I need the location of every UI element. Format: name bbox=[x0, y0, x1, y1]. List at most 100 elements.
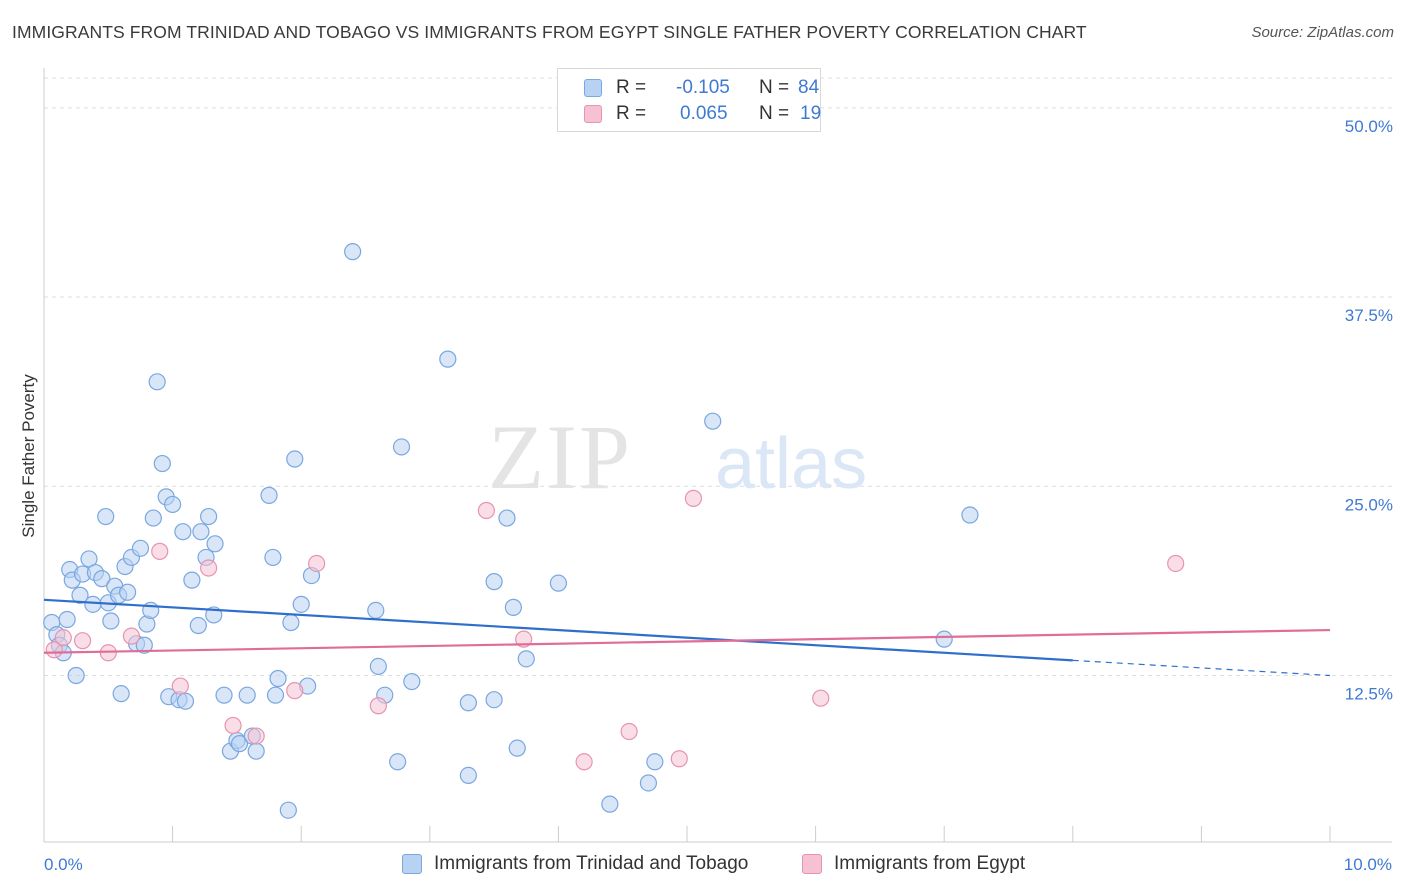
data-point bbox=[498, 509, 516, 527]
stats-swatch-blue bbox=[584, 79, 602, 97]
data-point bbox=[230, 735, 249, 753]
grid bbox=[44, 77, 1392, 676]
axes bbox=[43, 68, 1392, 843]
x-tick-label: 10.0% bbox=[1344, 855, 1392, 874]
data-point bbox=[575, 753, 593, 771]
data-point bbox=[286, 682, 304, 700]
trend-line-extension bbox=[1072, 659, 1331, 677]
data-point bbox=[84, 595, 102, 613]
data-point bbox=[812, 689, 830, 707]
x-tick-label: 0.0% bbox=[44, 855, 83, 874]
data-point bbox=[389, 753, 407, 771]
source-credit: Source: ZipAtlas.com bbox=[1251, 24, 1394, 41]
data-point bbox=[238, 686, 256, 704]
data-point bbox=[266, 686, 285, 704]
r-label: R = bbox=[616, 103, 647, 124]
data-point bbox=[477, 501, 495, 520]
data-point bbox=[369, 697, 387, 715]
r-value: -0.105 bbox=[676, 77, 730, 98]
chart-title: IMMIGRANTS FROM TRINIDAD AND TOBAGO VS I… bbox=[12, 22, 1087, 42]
stats-row-egypt: R = 0.065 N = 19 bbox=[584, 101, 821, 127]
trend-line bbox=[43, 628, 1331, 654]
n-value: 84 bbox=[798, 77, 820, 98]
data-point bbox=[439, 350, 457, 368]
data-point bbox=[206, 535, 224, 553]
data-point bbox=[670, 750, 688, 768]
data-point bbox=[961, 506, 979, 524]
data-point bbox=[189, 616, 207, 635]
y-tick-label: 37.5% bbox=[1345, 306, 1393, 325]
data-point bbox=[392, 438, 411, 456]
data-point bbox=[601, 795, 619, 813]
y-tick-label: 50.0% bbox=[1345, 117, 1393, 136]
data-point bbox=[344, 243, 362, 261]
stats-row-trinidad: R = -0.105 N = 84 bbox=[584, 75, 819, 101]
y-tick-label: 12.5% bbox=[1345, 684, 1393, 703]
y-axis-label: Single Father Poverty bbox=[19, 374, 38, 538]
data-point bbox=[200, 559, 218, 577]
data-point bbox=[112, 685, 130, 703]
data-point bbox=[148, 373, 166, 391]
legend-swatch-pink bbox=[802, 854, 822, 874]
watermark-zip: ZIP bbox=[488, 406, 632, 508]
data-point bbox=[153, 454, 171, 473]
data-point bbox=[215, 686, 233, 704]
data-point bbox=[131, 539, 150, 557]
data-point bbox=[935, 630, 953, 648]
data-point bbox=[67, 666, 85, 685]
stats-swatch-pink bbox=[584, 105, 602, 123]
data-point bbox=[174, 523, 192, 541]
legend-label: Immigrants from Egypt bbox=[834, 853, 1026, 874]
n-label: N = bbox=[759, 103, 790, 124]
data-point bbox=[403, 672, 421, 691]
data-point bbox=[183, 571, 201, 589]
data-point bbox=[504, 598, 522, 616]
data-point bbox=[200, 507, 218, 526]
data-point bbox=[485, 573, 503, 591]
data-point bbox=[292, 595, 310, 613]
data-point bbox=[247, 727, 265, 745]
data-point bbox=[73, 632, 92, 650]
data-point bbox=[508, 739, 526, 757]
data-point bbox=[269, 669, 287, 688]
data-point bbox=[151, 542, 169, 560]
data-point bbox=[135, 636, 153, 654]
data-point bbox=[247, 742, 265, 760]
data-point bbox=[367, 601, 385, 620]
legend-label: Immigrants from Trinidad and Tobago bbox=[434, 853, 749, 874]
data-point bbox=[639, 774, 658, 792]
data-point bbox=[549, 574, 568, 592]
data-point bbox=[620, 722, 638, 741]
correlation-stats-box: R = -0.105 N = 84 R = 0.065 N = 19 bbox=[557, 68, 821, 132]
data-point bbox=[286, 450, 304, 468]
data-point bbox=[97, 507, 115, 526]
data-point bbox=[122, 627, 141, 645]
data-point bbox=[58, 610, 76, 629]
axis-labels: Single Father Poverty 12.5% 25.0% 37.5% 50.… bbox=[19, 117, 1393, 874]
data-point bbox=[71, 586, 89, 604]
data-point bbox=[1167, 554, 1185, 573]
data-point bbox=[260, 486, 278, 504]
watermark-atlas: atlas bbox=[715, 424, 867, 504]
data-point bbox=[102, 612, 120, 630]
data-point bbox=[164, 495, 182, 514]
data-point bbox=[684, 489, 703, 507]
data-point bbox=[93, 570, 111, 588]
trend-lines bbox=[43, 598, 1331, 677]
data-point bbox=[459, 766, 477, 784]
data-point bbox=[282, 613, 300, 632]
data-point bbox=[485, 691, 503, 709]
data-point bbox=[369, 657, 387, 676]
r-label: R = bbox=[616, 77, 647, 98]
data-point bbox=[264, 548, 282, 567]
legend-swatch-blue bbox=[402, 854, 422, 874]
trend-line bbox=[43, 598, 1073, 662]
data-point bbox=[279, 801, 297, 819]
data-point bbox=[704, 412, 722, 430]
data-point bbox=[308, 554, 326, 573]
n-label: N = bbox=[759, 77, 790, 98]
data-point bbox=[118, 583, 137, 601]
n-value: 19 bbox=[800, 103, 822, 124]
y-tick-label: 25.0% bbox=[1345, 495, 1393, 514]
